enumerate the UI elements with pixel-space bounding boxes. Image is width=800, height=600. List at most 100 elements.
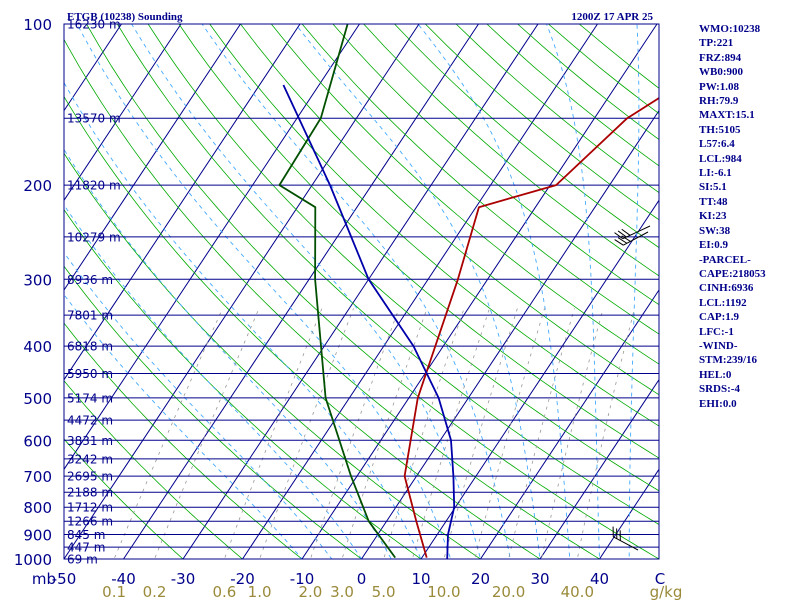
moist-adiabat-line — [131, 24, 481, 559]
wind-barb-feather — [619, 530, 621, 541]
mixing-ratio-label: 0.2 — [143, 583, 167, 600]
sounding-index-item: -WIND- — [699, 339, 738, 352]
height-label: 16230 m — [67, 18, 121, 32]
sounding-index-item: FRZ:894 — [699, 51, 742, 64]
temperature-tick-labels: mb-50 -40 -30 -20 -10 0 10 20 30 40 C — [32, 570, 665, 588]
isotherm-line — [361, 109, 659, 559]
wind-barb-feather — [621, 235, 631, 242]
mixing-ratio-label: g/kg — [650, 583, 683, 600]
isotherm-line — [420, 199, 659, 559]
isotherm-line — [182, 24, 539, 559]
temperature-tick-label: 0 — [357, 570, 367, 588]
moist-adiabat-line — [628, 24, 640, 559]
wind-barb-shaft — [623, 231, 649, 246]
wind-barb-shaft — [622, 225, 651, 240]
isotherm-line — [0, 24, 3, 559]
sounding-index-item: MAXT:15.1 — [699, 109, 755, 122]
sounding-index-item: CAP:1.9 — [699, 311, 740, 324]
pressure-tick-label: 600 — [23, 432, 52, 450]
isotherm-line — [539, 378, 659, 559]
sounding-indices-panel: WMO:10238 TP:221 FRZ:894 WB0:900 PW:1.08 RH:7… — [699, 22, 799, 411]
wind-barb — [614, 231, 649, 246]
isotherm-line — [64, 24, 182, 202]
sounding-traces — [278, 24, 659, 559]
sounding-index-item: EI:0.9 — [699, 239, 729, 252]
wind-barbs — [612, 225, 651, 551]
sounding-index-item: L57:6.4 — [699, 138, 735, 151]
temperature-tick-label: -40 — [111, 570, 136, 588]
moist-adiabat-line — [64, 148, 392, 559]
height-label: 6818 m — [67, 340, 113, 354]
pressure-tick-label: 800 — [23, 499, 52, 517]
moist-adiabat-line — [64, 293, 303, 559]
isotherm-line — [64, 24, 301, 381]
dry-adiabat-line — [147, 24, 659, 492]
isotherm-line — [64, 24, 360, 471]
chart-time: 1200Z 17 APR 25 — [571, 11, 653, 23]
height-label: 5950 m — [67, 367, 113, 381]
sounding-index-item: CINH:6936 — [699, 282, 754, 295]
dry-adiabat-line — [64, 95, 541, 559]
height-label: 2188 m — [67, 486, 113, 500]
sounding-index-item: TH:5105 — [699, 123, 741, 136]
sounding-index-item: SW:38 — [699, 224, 731, 237]
height-label: 3831 m — [67, 434, 113, 448]
temperature-tick-label: 30 — [530, 570, 549, 588]
dry-adiabat-line — [64, 152, 482, 559]
isotherm-line — [64, 24, 241, 291]
sounding-index-item: LCL:1192 — [699, 296, 747, 309]
isotherm-line — [242, 24, 598, 559]
pressure-tick-label: 1000 — [14, 551, 52, 569]
pressure-tick-label: 200 — [23, 177, 52, 195]
mixing-ratio-label: 20.0 — [492, 583, 525, 600]
mixing-ratio-label: 10.0 — [427, 583, 460, 600]
pressure-tick-label: 500 — [23, 390, 52, 408]
temperature-tick-label: 40 — [590, 570, 609, 588]
temperature-tick-label: -30 — [171, 570, 196, 588]
height-label: 5174 m — [67, 391, 113, 405]
wind-barb-feather — [614, 232, 624, 240]
temperature-tick-label: mb — [32, 570, 56, 588]
dry-adiabat-line — [209, 24, 659, 427]
mixing-ratio-label: 0.6 — [212, 583, 236, 600]
sounding-index-item: WMO:10238 — [699, 23, 761, 35]
height-label: 13570 m — [67, 112, 121, 126]
sounding-index-item: SI:5.1 — [699, 181, 727, 194]
sounding-index-item: LFC:-1 — [699, 325, 734, 338]
mixing-ratio-line — [411, 308, 490, 559]
wind-barb-feather — [617, 237, 628, 244]
dewpoint-trace — [278, 24, 396, 559]
wind-barb-feather — [621, 228, 631, 236]
dry-adiabat-line — [64, 265, 363, 559]
pressure-tick-label: 300 — [23, 271, 52, 289]
sounding-index-item: -PARCEL- — [699, 253, 751, 266]
mixing-ratio-label: 1.0 — [248, 583, 272, 600]
dry-adiabat-line — [86, 24, 659, 559]
wind-barb-feather — [612, 526, 614, 537]
dry-adiabat-line — [116, 24, 659, 525]
moist-adiabat-line — [295, 24, 541, 559]
temperature-tick-label: -10 — [290, 570, 315, 588]
mixing-ratio-label: 3.0 — [330, 583, 354, 600]
dry-adiabat-line — [64, 438, 184, 559]
height-label: 7801 m — [67, 309, 113, 323]
wind-barb — [612, 526, 639, 551]
dry-adiabat-line — [393, 24, 659, 249]
mixing-ratio-label: 0.1 — [102, 583, 126, 600]
height-labels: 16230 m 13570 m 11820 m 10279 m 8936 m 7801 m… — [67, 18, 121, 567]
temperature-trace — [403, 97, 659, 558]
sounding-index-item: TT:48 — [699, 195, 728, 208]
mixing-ratio-line — [443, 308, 518, 559]
sounding-index-item: PW:1.08 — [699, 80, 740, 93]
wind-barb-feather — [617, 230, 627, 238]
height-label: 845 m — [67, 528, 105, 542]
mixing-ratio-label: 40.0 — [561, 583, 594, 600]
sounding-index-item: LI:-6.1 — [699, 167, 732, 180]
isotherm-line — [480, 289, 659, 559]
height-label: 11820 m — [67, 179, 121, 193]
sounding-index-item: TP:221 — [699, 37, 734, 50]
pressure-tick-label: 100 — [23, 16, 52, 34]
moist-adiabat-line — [546, 24, 600, 559]
pressure-tick-label: 400 — [23, 338, 52, 356]
